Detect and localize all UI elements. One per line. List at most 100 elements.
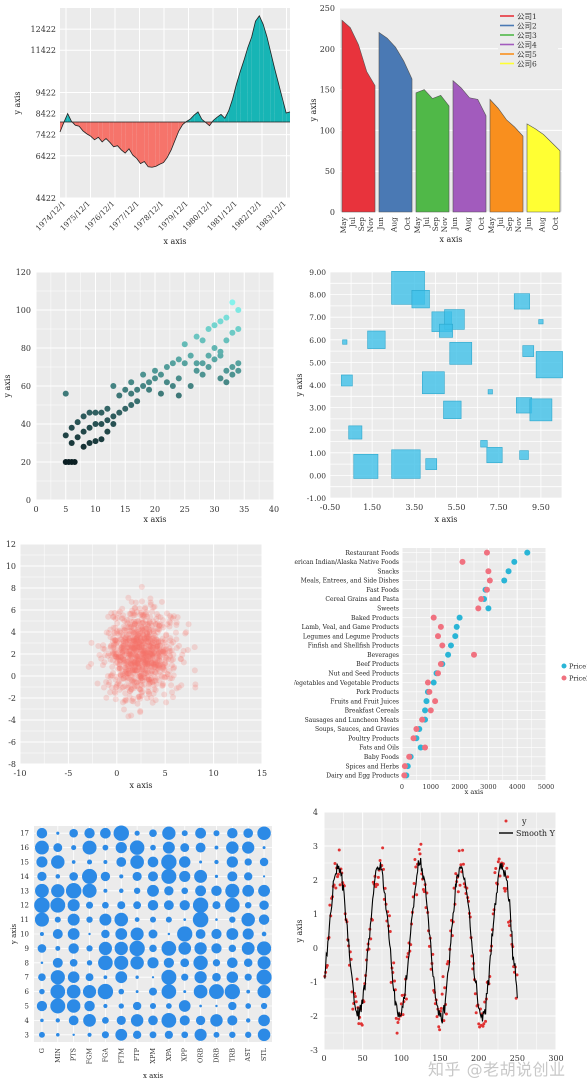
density-point [111, 688, 118, 695]
density-point [156, 649, 163, 656]
area-above-segment [247, 36, 252, 122]
density-point [107, 673, 114, 680]
bubble [147, 856, 159, 868]
density-point [132, 641, 139, 648]
density-point [123, 670, 130, 677]
density-point [161, 691, 168, 698]
density-point [143, 655, 150, 662]
data-point [80, 443, 87, 450]
legend-label: 公司3 [517, 31, 537, 40]
square-marker [486, 447, 503, 464]
density-point [149, 646, 156, 653]
square-marker [513, 293, 530, 310]
category-label: Fast Foods [366, 587, 399, 594]
density-point [135, 639, 142, 646]
density-point [175, 684, 182, 691]
density-point [126, 628, 133, 635]
density-point [131, 605, 138, 612]
density-point [150, 661, 157, 668]
bubble [36, 1000, 48, 1012]
density-point [119, 649, 126, 656]
density-point [142, 660, 149, 667]
density-point [162, 646, 169, 653]
density-point [162, 657, 169, 664]
y-point [333, 862, 337, 866]
data-point [80, 413, 87, 420]
density-point [126, 688, 133, 695]
data-point [110, 413, 117, 420]
company-area [452, 79, 487, 213]
bubble [164, 1030, 173, 1039]
density-point [156, 663, 163, 670]
data-point [181, 360, 188, 367]
y-tick-label: 6 [25, 988, 30, 996]
density-point [131, 664, 138, 671]
density-point [160, 647, 167, 654]
price2-point [413, 725, 420, 732]
density-point [142, 670, 149, 677]
data-point [122, 386, 129, 393]
density-point [138, 641, 145, 648]
bubble [151, 976, 155, 979]
y-axis-label: y axis [13, 91, 22, 115]
density-point [124, 663, 131, 670]
price1-point [453, 623, 460, 630]
density-point [150, 634, 157, 641]
density-point [161, 666, 168, 673]
x-tick-label: XPP [181, 1047, 189, 1061]
density-point [152, 621, 159, 628]
y-point [515, 973, 519, 977]
density-point [121, 656, 128, 663]
density-point [146, 627, 153, 634]
density-point [145, 632, 152, 639]
data-point [193, 367, 200, 374]
density-point [123, 647, 130, 654]
density-point [124, 644, 131, 651]
x-tick-label: 5.50 [448, 503, 466, 512]
density-point [130, 667, 137, 674]
y-point [470, 954, 474, 958]
company-area [341, 19, 376, 213]
density-point [149, 650, 156, 657]
bubble [258, 884, 270, 897]
density-point [149, 654, 156, 661]
density-point [140, 651, 147, 658]
density-point [138, 651, 145, 658]
y-point [388, 929, 392, 933]
density-point [141, 612, 148, 619]
density-point [152, 663, 159, 670]
density-point [143, 633, 150, 640]
density-point [143, 630, 150, 637]
y-tick-label: -2 [310, 1012, 318, 1021]
density-point [144, 621, 151, 628]
bubble [244, 901, 252, 909]
category-label: Meals, Entrees, and Side Dishes [301, 578, 399, 585]
bubble [227, 827, 238, 839]
x-tick-label: Jul [348, 216, 357, 228]
y-tick-label: 7422 [36, 131, 56, 140]
y-point [414, 865, 418, 869]
bubble [69, 958, 78, 967]
x-axis-label: x axis [435, 515, 458, 524]
density-point [133, 629, 140, 636]
price2-point [483, 586, 490, 593]
density-point [131, 623, 138, 630]
bubble [213, 1031, 220, 1038]
y-point [392, 961, 396, 965]
density-point [139, 612, 146, 619]
price1-point [422, 707, 429, 714]
bubble [244, 858, 252, 866]
density-point [144, 676, 151, 683]
density-point [112, 624, 119, 631]
bubble [226, 971, 239, 983]
y-tick-label: 12 [6, 540, 16, 549]
density-point [134, 661, 141, 668]
bubble [256, 969, 272, 985]
x-tick-label: Nov [366, 216, 375, 232]
y-point [336, 872, 340, 876]
price2-point [475, 605, 482, 612]
data-point [74, 419, 81, 426]
bubble [257, 985, 271, 999]
density-point [126, 621, 133, 628]
density-point [129, 610, 136, 617]
